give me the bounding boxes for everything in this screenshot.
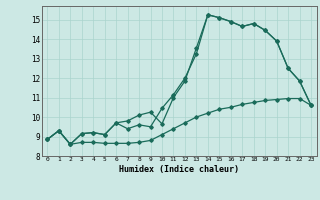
X-axis label: Humidex (Indice chaleur): Humidex (Indice chaleur) (119, 165, 239, 174)
